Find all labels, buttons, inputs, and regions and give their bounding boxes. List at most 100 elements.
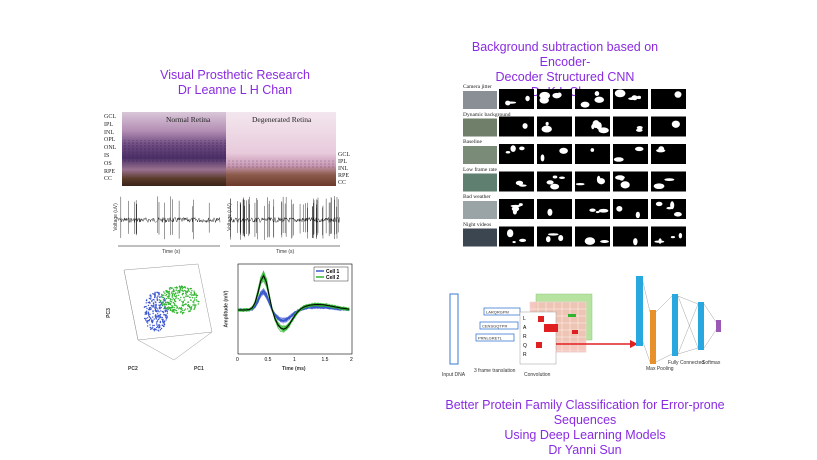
normal-layer-label: CC xyxy=(104,176,113,183)
row-label: Dynamic background xyxy=(463,111,511,118)
waveform-traces xyxy=(237,270,350,333)
pca-scatter-plot xyxy=(123,263,213,361)
sequence-3: PRNLGRETL xyxy=(478,336,503,341)
conv-letters: LARQR xyxy=(523,316,527,358)
waveform-xtick: 1.5 xyxy=(322,357,329,363)
row-label: Baseline xyxy=(463,139,482,145)
waveform-ylabel: Amplitude (mV) xyxy=(223,290,230,328)
normal-spike-trace xyxy=(117,196,221,240)
retina-histology-image xyxy=(122,112,336,186)
convolution-label: Convolution xyxy=(524,372,551,378)
mask-cell xyxy=(651,144,686,164)
waveform-xtick: 2 xyxy=(350,357,353,363)
right-top-caption-line1: Background subtraction based on Encoder- xyxy=(471,40,659,69)
source-frame-thumbnail xyxy=(463,91,497,109)
waveform-xtick: 1 xyxy=(293,357,296,363)
row-label: Night videos xyxy=(463,221,492,228)
softmax-label: Softmax xyxy=(702,360,721,366)
right-top-caption: Background subtraction based on Encoder-… xyxy=(460,40,670,100)
row-label: Bad weather xyxy=(463,194,491,200)
waveform-xticks: 0 0.5 1 1.5 2 xyxy=(236,357,353,363)
conv-letter: Q xyxy=(523,343,527,349)
background-subtraction-image xyxy=(463,89,686,247)
frame-translation-label: 3 frame translation xyxy=(474,368,516,374)
mask-cell xyxy=(537,226,572,247)
mask-cell xyxy=(499,171,534,192)
normal-layer-label: ONL xyxy=(104,145,117,152)
normal-layer-label: OS xyxy=(104,160,112,167)
right-bottom-caption-line1: Better Protein Family Classification for… xyxy=(445,398,725,427)
mask-cell xyxy=(613,226,648,247)
mask-cell xyxy=(537,116,572,137)
degenerated-layer-label: RPE xyxy=(338,173,350,179)
trace-ylabel-right: Voltage (uV) xyxy=(226,203,233,231)
protein-cnn-diagram-image: LARQRGPM CENSGQTPR PRNLGRETL LARQR Inpu xyxy=(442,276,721,378)
source-frame-thumbnail xyxy=(463,118,497,137)
pca-scatter-figure: PC3 PC1 PC2 xyxy=(104,262,222,374)
row-label: Low frame rate xyxy=(463,166,497,173)
conv-letter: A xyxy=(523,325,527,331)
mask-cell xyxy=(575,89,610,109)
waveform-plot: Cell 1 Cell 2 0 0.5 1 1.5 2 xyxy=(236,263,353,363)
normal-layer-label: INL xyxy=(104,129,114,136)
pca-cluster-cell2 xyxy=(159,285,200,315)
trace-ylabel-left: Voltage (uV) xyxy=(112,203,119,231)
source-frame-thumbnail xyxy=(463,173,497,192)
spike-trace-figure: Voltage (uV) Voltage (uV) Time (s) Time … xyxy=(104,188,356,256)
max-pooling-label: Max Pooling xyxy=(646,366,674,372)
degenerated-layer-label: INL xyxy=(338,166,348,172)
conv-letter: R xyxy=(523,352,527,358)
normal-layer-label: IPL xyxy=(104,121,113,128)
mask-cell xyxy=(613,171,648,192)
mask-cell xyxy=(651,89,686,109)
left-caption-author: Dr Leanne L H Chan xyxy=(177,83,293,97)
degenerated-retina-title: Degenerated Retina xyxy=(252,115,312,124)
waveform-xtick: 0.5 xyxy=(265,357,272,363)
sequence-1: LARQRGPM xyxy=(486,310,509,315)
background-subtraction-grid: Camera jitter Dynamic background Baseline L… xyxy=(455,83,695,249)
retina-histology-figure: Normal Retina Degenerated Retina GCL IPL I… xyxy=(104,112,356,186)
pca-ylabel: PC2 xyxy=(128,366,138,372)
mask-cell xyxy=(499,226,534,247)
pca-xlabel: PC1 xyxy=(194,366,204,372)
mask-cell xyxy=(537,171,572,192)
normal-layer-label: OPL xyxy=(104,137,116,144)
normal-retina-title: Normal Retina xyxy=(166,115,211,124)
right-bottom-caption-line2: Using Deep Learning Models xyxy=(504,428,666,442)
degenerated-layer-label: CC xyxy=(338,180,347,186)
mask-cell xyxy=(537,199,572,219)
left-caption: Visual Prosthetic Research Dr Leanne L H… xyxy=(155,68,315,98)
waveform-xlabel: Time (ms) xyxy=(282,366,306,372)
normal-layer-label: RPE xyxy=(104,168,116,175)
sequence-2: CENSGQTPR xyxy=(482,324,507,329)
fully-connected-label: Fully Connected xyxy=(668,360,704,366)
degenerated-spike-trace xyxy=(229,196,340,240)
mask-cell xyxy=(499,116,534,137)
source-frame-thumbnail xyxy=(463,228,497,247)
mask-cell xyxy=(651,116,686,137)
mask-cell xyxy=(499,144,534,164)
mask-cell xyxy=(575,171,610,192)
waveform-figure: Cell 1 Cell 2 0 0.5 1 1.5 2 Amplitude (mV) T… xyxy=(222,262,356,374)
conv-letter: L xyxy=(523,316,526,322)
source-frame-thumbnail xyxy=(463,146,497,164)
normal-layer-label: GCL xyxy=(104,114,116,120)
pca-cluster-cell1 xyxy=(143,291,169,332)
mask-cell xyxy=(613,116,648,137)
right-top-caption-line2: Decoder Structured CNN xyxy=(495,70,635,84)
legend-cell1: Cell 1 xyxy=(326,269,340,275)
conv-letter: R xyxy=(523,334,527,340)
pca-zlabel: PC3 xyxy=(105,308,112,318)
mask-cell xyxy=(575,144,610,164)
spike-trace-plot xyxy=(117,196,340,247)
row-label: Camera jitter xyxy=(463,84,492,90)
trace-xlabel-right: Time (s) xyxy=(276,249,295,255)
legend-cell2: Cell 2 xyxy=(326,275,340,281)
input-dna-box xyxy=(449,293,459,365)
source-frame-thumbnail xyxy=(463,201,497,219)
right-bottom-caption: Better Protein Family Classification for… xyxy=(420,398,750,458)
degenerated-layer-label: GCL xyxy=(338,152,350,158)
right-bottom-caption-line3: Dr Yanni Sun xyxy=(548,443,622,457)
degenerated-layer-label: IPL xyxy=(338,159,347,165)
trace-xlabel-left: Time (s) xyxy=(162,249,181,255)
